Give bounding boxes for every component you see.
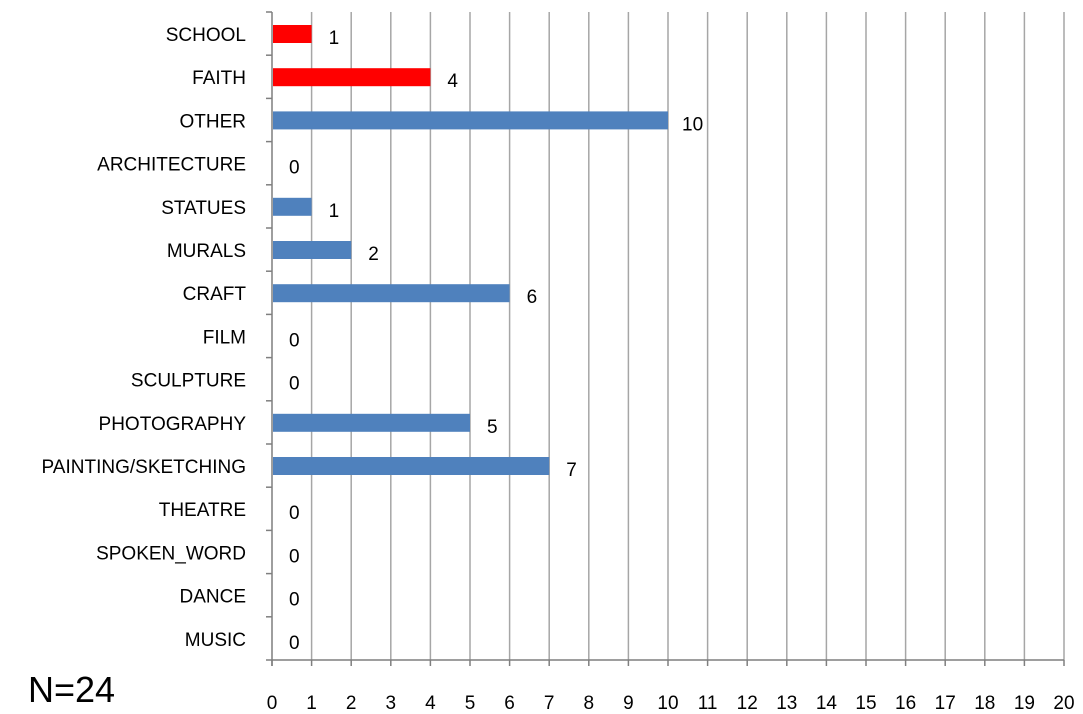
data-label: 0: [289, 590, 300, 611]
x-tick-label: 19: [1014, 693, 1035, 714]
axes: [266, 11, 1065, 666]
gridlines: [310, 12, 1065, 660]
category-label: OTHER: [180, 111, 247, 132]
bar: [273, 413, 470, 432]
x-tick-label: 17: [935, 693, 956, 714]
category-label: MUSIC: [185, 630, 246, 651]
x-tick-label: 2: [346, 693, 357, 714]
x-tick-label: 6: [504, 693, 515, 714]
x-tick-label: 14: [816, 693, 838, 714]
bars: [273, 25, 668, 475]
x-tick-label: 13: [776, 693, 797, 714]
bar: [273, 111, 668, 130]
bar: [273, 68, 431, 87]
bar: [273, 241, 352, 259]
data-label: 1: [329, 201, 340, 222]
data-label: 4: [447, 71, 458, 92]
x-tick-label: 3: [386, 693, 397, 714]
category-label: SCULPTURE: [131, 371, 246, 392]
x-tick-label: 0: [267, 693, 278, 714]
x-tick-label: 5: [465, 693, 476, 714]
data-label: 0: [289, 546, 300, 567]
x-tick-label: 11: [698, 693, 718, 714]
data-label: 0: [289, 503, 300, 524]
x-tick-label: 9: [623, 693, 634, 714]
bar: [273, 284, 510, 303]
data-label: 0: [289, 158, 300, 179]
data-label: 2: [368, 244, 379, 265]
data-label: 1: [329, 28, 340, 49]
category-label: PAINTING/SKETCHING: [42, 457, 246, 478]
x-tick-label: 7: [544, 693, 555, 714]
category-label: CRAFT: [183, 284, 247, 305]
bar: [273, 457, 550, 475]
data-label: 0: [289, 633, 300, 654]
data-label: 5: [487, 417, 498, 438]
x-tick-label: 18: [974, 693, 995, 714]
x-tick-label: 10: [657, 693, 678, 714]
category-label: STATUES: [161, 198, 246, 219]
category-label: ARCHITECTURE: [97, 155, 246, 176]
category-label: FILM: [203, 327, 246, 348]
data-label: 0: [289, 374, 300, 395]
x-tick-label: 15: [855, 693, 876, 714]
sample-size-note: N=24: [28, 669, 116, 710]
category-label: SCHOOL: [166, 25, 246, 46]
x-tick-labels: 0 1 2 3 4 5 6 7 8 9 10 11 12 13 14 15 16 17 18 19 20: [267, 693, 1075, 714]
bar: [273, 197, 312, 216]
data-label: 7: [566, 460, 577, 481]
category-label: FAITH: [192, 68, 246, 89]
data-label: 0: [289, 330, 300, 351]
category-label: MURALS: [167, 241, 246, 262]
category-label: THEATRE: [159, 500, 246, 521]
data-label: 10: [682, 114, 703, 135]
category-label: DANCE: [179, 587, 246, 608]
x-tick-label: 8: [584, 693, 595, 714]
category-labels: SCHOOL FAITH OTHER ARCHITECTURE STATUES MURAL…: [42, 25, 247, 651]
data-label: 6: [527, 287, 538, 308]
bar: [273, 25, 312, 43]
x-tick-label: 4: [425, 693, 436, 714]
x-tick-label: 20: [1053, 693, 1074, 714]
x-tick-label: 1: [306, 693, 317, 714]
category-label: PHOTOGRAPHY: [99, 414, 247, 435]
x-tick-label: 12: [737, 693, 758, 714]
category-label: SPOKEN_WORD: [96, 543, 246, 564]
x-tick-label: 16: [895, 693, 916, 714]
